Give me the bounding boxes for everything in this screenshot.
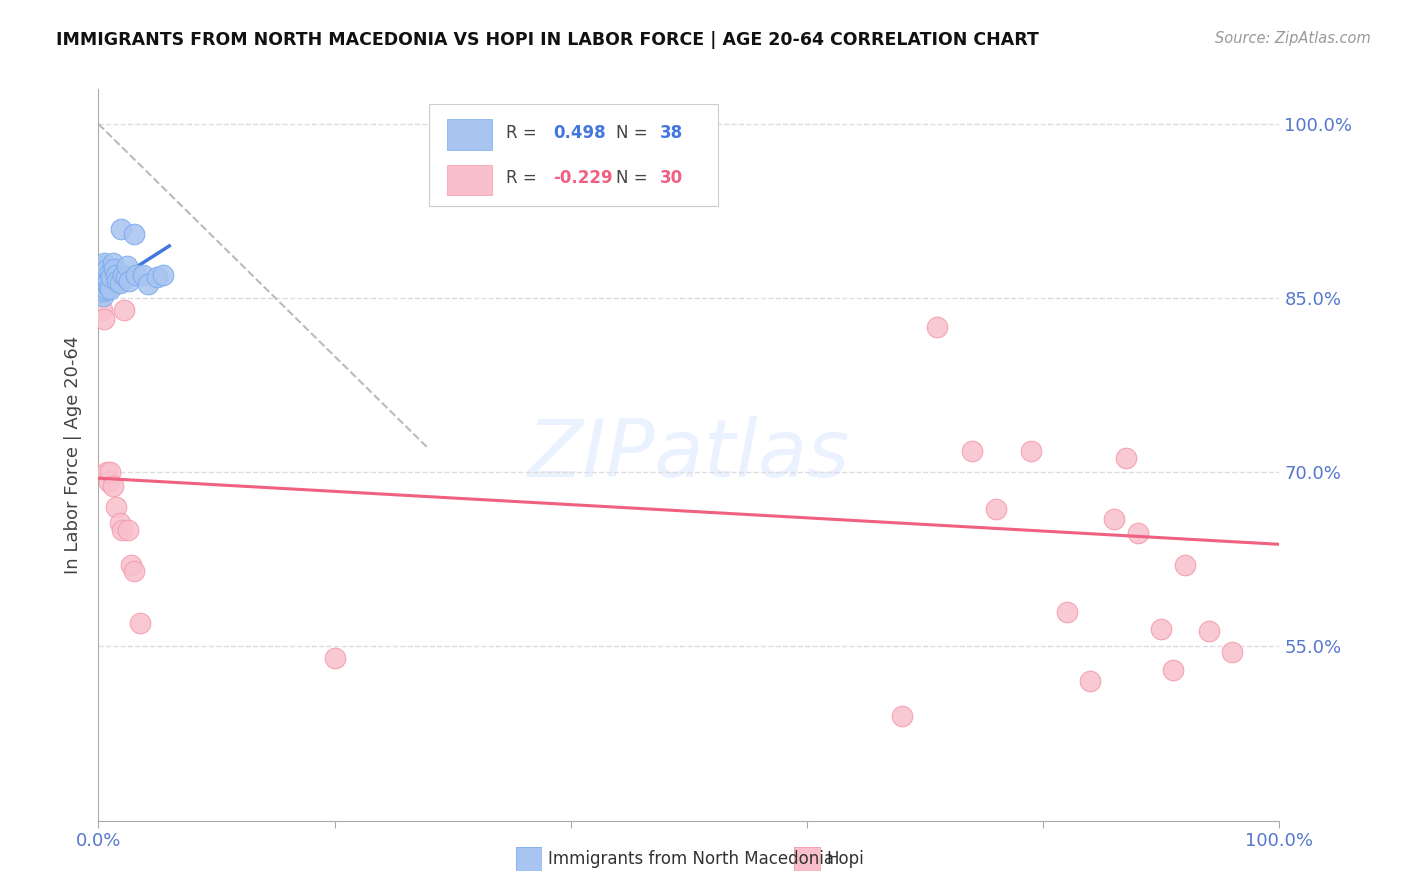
Point bbox=[96, 277, 118, 292]
Point bbox=[96, 466, 118, 480]
FancyBboxPatch shape bbox=[447, 164, 492, 195]
Point bbox=[101, 479, 124, 493]
Point bbox=[90, 277, 112, 292]
Point bbox=[890, 709, 912, 723]
Point bbox=[98, 282, 121, 296]
Point bbox=[98, 475, 121, 489]
Text: Source: ZipAtlas.com: Source: ZipAtlas.com bbox=[1215, 31, 1371, 46]
Point bbox=[122, 227, 145, 242]
Text: R =: R = bbox=[506, 169, 541, 187]
Point bbox=[984, 502, 1007, 516]
Text: ZIPatlas: ZIPatlas bbox=[527, 416, 851, 494]
Point bbox=[89, 285, 111, 300]
Point bbox=[152, 268, 174, 282]
Point bbox=[112, 268, 135, 282]
Point bbox=[93, 284, 115, 298]
Point bbox=[98, 266, 121, 280]
Point bbox=[146, 270, 169, 285]
Y-axis label: In Labor Force | Age 20-64: In Labor Force | Age 20-64 bbox=[63, 335, 82, 574]
Point bbox=[91, 259, 114, 273]
Point bbox=[323, 651, 346, 665]
Point bbox=[1198, 624, 1220, 639]
Point bbox=[91, 279, 114, 293]
Point bbox=[91, 289, 114, 303]
Point bbox=[1021, 444, 1043, 458]
Text: IMMIGRANTS FROM NORTH MACEDONIA VS HOPI IN LABOR FORCE | AGE 20-64 CORRELATION C: IMMIGRANTS FROM NORTH MACEDONIA VS HOPI … bbox=[56, 31, 1039, 49]
Point bbox=[94, 282, 117, 296]
Point bbox=[117, 524, 139, 538]
Point bbox=[132, 268, 155, 282]
Point bbox=[125, 268, 148, 282]
FancyBboxPatch shape bbox=[447, 120, 492, 150]
Point bbox=[128, 616, 150, 631]
Point bbox=[1220, 645, 1243, 659]
Text: Immigrants from North Macedonia: Immigrants from North Macedonia bbox=[548, 850, 834, 868]
Point bbox=[114, 270, 136, 285]
Point bbox=[111, 524, 134, 538]
Point bbox=[118, 274, 141, 288]
Point bbox=[122, 564, 145, 578]
Point bbox=[91, 282, 114, 296]
Text: Hopi: Hopi bbox=[827, 850, 865, 868]
Point bbox=[100, 270, 122, 285]
Point bbox=[925, 320, 948, 334]
Point bbox=[105, 500, 128, 515]
Point bbox=[93, 256, 115, 270]
Point bbox=[91, 302, 114, 317]
Point bbox=[108, 276, 131, 290]
Point bbox=[103, 262, 125, 277]
Point bbox=[112, 302, 135, 317]
Point bbox=[1150, 622, 1173, 636]
Point bbox=[93, 312, 115, 326]
Text: 38: 38 bbox=[659, 124, 682, 142]
Point bbox=[97, 274, 120, 288]
Point bbox=[1056, 605, 1078, 619]
Point bbox=[108, 516, 131, 531]
Text: -0.229: -0.229 bbox=[553, 169, 613, 187]
Point bbox=[1161, 663, 1184, 677]
Point bbox=[90, 268, 112, 282]
Point bbox=[1102, 512, 1125, 526]
Text: R =: R = bbox=[506, 124, 541, 142]
Point bbox=[962, 444, 984, 458]
Point bbox=[101, 256, 124, 270]
Point bbox=[1174, 558, 1197, 573]
Text: 30: 30 bbox=[659, 169, 682, 187]
Text: N =: N = bbox=[616, 124, 652, 142]
Point bbox=[121, 558, 143, 573]
Point bbox=[105, 268, 128, 282]
Point bbox=[94, 270, 117, 285]
Point bbox=[136, 277, 159, 292]
Point bbox=[93, 276, 115, 290]
Point bbox=[98, 279, 121, 293]
Point bbox=[93, 268, 115, 282]
Text: N =: N = bbox=[616, 169, 652, 187]
Text: 0.498: 0.498 bbox=[553, 124, 606, 142]
Point bbox=[1115, 451, 1137, 466]
Point bbox=[91, 274, 114, 288]
Point bbox=[96, 262, 118, 277]
Point bbox=[98, 466, 121, 480]
Point bbox=[105, 274, 128, 288]
FancyBboxPatch shape bbox=[429, 103, 718, 206]
Point bbox=[91, 264, 114, 278]
Point bbox=[110, 221, 132, 235]
Point bbox=[1080, 674, 1102, 689]
Point bbox=[1126, 525, 1149, 540]
Point bbox=[115, 259, 138, 273]
